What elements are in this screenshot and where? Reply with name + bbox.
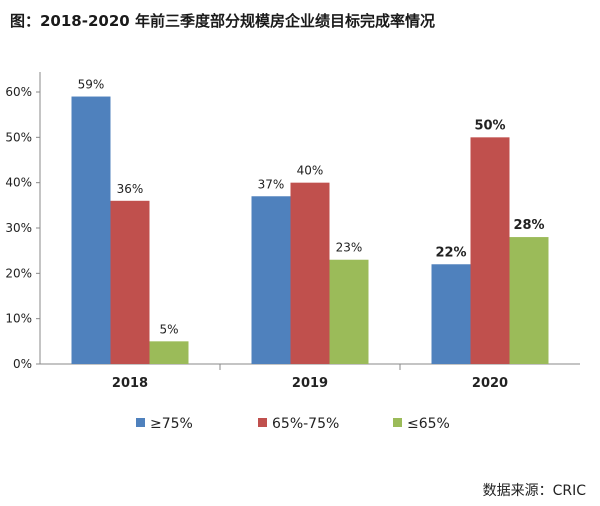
y-tick-label: 50%	[5, 130, 32, 144]
legend-swatch-2	[393, 418, 402, 427]
x-tick-label: 2018	[112, 376, 148, 391]
legend-label: ≥75%	[150, 416, 193, 432]
legend-label: ≤65%	[407, 416, 450, 432]
y-tick-label: 10%	[5, 312, 32, 326]
data-label: 23%	[336, 241, 363, 255]
bar-2020-1	[470, 137, 510, 364]
bar-2018-0	[71, 96, 111, 365]
y-tick-label: 0%	[13, 357, 32, 371]
x-tick-label: 2019	[292, 376, 328, 391]
y-tick-label: 20%	[5, 266, 32, 280]
data-label: 50%	[474, 118, 505, 133]
y-tick-label: 30%	[5, 221, 32, 235]
source-note: 数据来源：CRIC	[482, 483, 586, 499]
data-label: 22%	[435, 245, 466, 260]
y-tick-label: 60%	[5, 85, 32, 99]
data-label: 28%	[513, 218, 544, 233]
data-label: 36%	[117, 182, 144, 196]
chart-title: 图：2018-2020 年前三季度部分规模房企业绩目标完成率情况	[10, 12, 435, 30]
x-tick-label: 2020	[472, 376, 508, 391]
bar-2018-1	[110, 200, 150, 364]
bar-2019-2	[329, 259, 369, 364]
bar-2018-2	[149, 341, 189, 364]
legend-swatch-1	[258, 418, 267, 427]
data-label: 40%	[297, 164, 324, 178]
y-tick-label: 40%	[5, 176, 32, 190]
bar-2020-2	[509, 237, 549, 364]
data-label: 5%	[159, 322, 178, 336]
bar-2019-0	[251, 196, 291, 364]
bar-2019-1	[290, 182, 330, 364]
data-label: 59%	[78, 78, 105, 92]
data-label: 37%	[258, 177, 285, 191]
legend-swatch-0	[136, 418, 145, 427]
bar-2020-0	[431, 264, 471, 364]
legend-label: 65%-75%	[272, 416, 339, 432]
